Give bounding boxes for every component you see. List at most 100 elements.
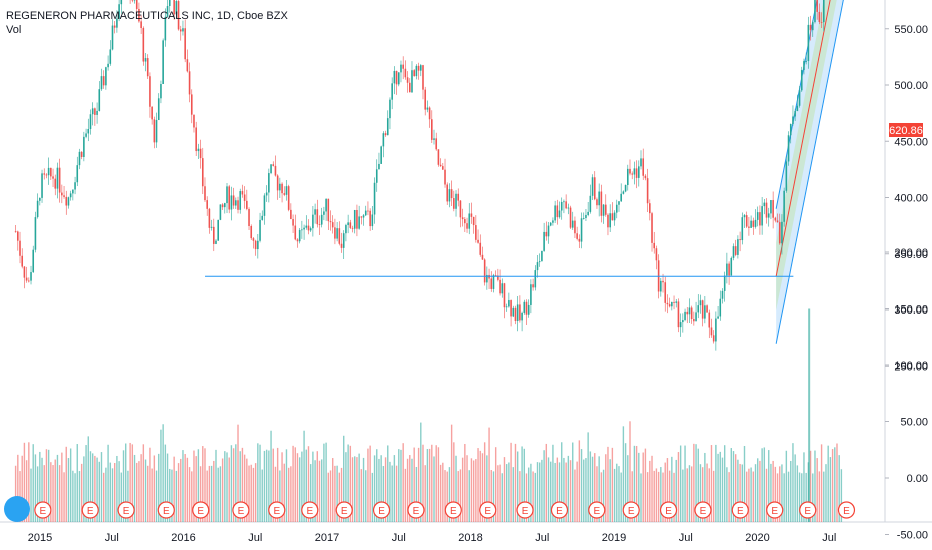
candle-body [580,218,583,242]
candle-body [494,275,497,276]
volume-bar [668,470,671,522]
volume-bar [831,449,834,522]
candle-body [358,216,360,229]
candle-body [76,165,79,183]
volume-bar [213,460,215,522]
volume-bar [803,452,805,522]
volume-bar [774,466,777,522]
candle-body [798,90,801,106]
price-tick-label: 350.00 [894,249,928,261]
candle-body [235,200,237,206]
earnings-marker[interactable]: E [34,501,52,519]
candle-body [739,239,741,241]
volume-bar [250,464,252,522]
volume-bar [437,447,440,522]
earnings-label: E [484,506,491,517]
candle-body [107,63,109,68]
candle-body [816,0,818,12]
earnings-marker[interactable]: E [837,501,856,519]
volume-bar [688,465,691,522]
earnings-marker[interactable]: E [766,501,784,519]
earnings-circle [81,501,99,519]
candle-body [393,70,396,84]
horizontal-lines[interactable] [0,0,885,277]
candle-body [162,40,164,84]
volume-bar [534,472,537,522]
volume-bar [816,458,818,522]
volume-bar [47,449,50,522]
earnings-marker[interactable]: E [444,501,462,519]
volume-bar [519,471,521,522]
time-axis[interactable]: 2015 Jul 2016 Jul 2017 Jul 2018 Jul 2019 Jul 2020 J… [28,532,837,544]
candle-body [563,201,565,203]
earnings-marker[interactable]: E [550,501,569,519]
earnings-marker[interactable]: E [117,501,135,519]
earnings-marker[interactable]: E [157,501,175,519]
earnings-marker[interactable]: E [192,501,210,519]
volume-bar [188,467,191,522]
volume-bar [693,443,695,522]
volume-bar [428,448,431,522]
earnings-marker[interactable]: E [232,501,250,519]
volume-bar [237,424,239,522]
price-axis[interactable]: 250.00 300.00 350.00 400.00 450.00 500.00 550.… [885,0,928,542]
volume-bar [459,469,462,522]
volume-bar [699,464,702,522]
earnings-marker[interactable]: E [268,501,286,519]
candle-body [510,300,512,317]
earnings-marker[interactable]: E [372,501,391,519]
candle-body [367,210,369,212]
earnings-marker[interactable]: E [479,501,497,519]
volume-bar [67,458,70,522]
earnings-marker[interactable]: E [659,501,678,519]
volume-bar [609,459,611,522]
last-price-badge: 620.86 [889,123,923,137]
candle-body [109,49,112,64]
earnings-marker[interactable]: E [622,501,640,519]
volume-bar [448,467,451,522]
volume-bar [488,427,490,522]
candle-body [468,213,471,229]
volume-bar [105,467,107,522]
volume-bar [384,457,387,522]
volume-bar [314,460,316,522]
earnings-marker[interactable]: E [301,501,319,519]
candle-body [512,307,515,317]
candle-body [666,302,669,305]
candle-body [406,77,409,83]
earnings-marker[interactable]: E [81,501,99,519]
candle-body [633,168,636,175]
earnings-circle [588,501,606,519]
volume-bar [734,454,737,522]
earnings-marker[interactable]: E [516,501,534,519]
volume-bar [768,450,770,522]
earnings-marker[interactable]: E [335,501,353,519]
volume-bar [41,457,43,522]
volume-bar [838,455,840,522]
candle-body [571,220,574,228]
earnings-marker[interactable]: E [588,501,606,519]
volume-bar [565,462,567,522]
volume-bar [371,472,374,522]
candle-body [435,138,438,150]
earnings-marker[interactable]: E [694,501,712,519]
price-tick-label: 450.00 [894,136,928,148]
volume-bar [226,452,228,522]
candle-body [305,225,308,228]
candle-body [748,226,750,228]
volume-bar [662,472,664,522]
tradingview-logo-icon[interactable] [4,496,30,522]
volume-bar [254,463,257,522]
volume-bar [272,448,274,522]
volume-bar [50,462,52,522]
volume-bar [232,448,235,522]
earnings-marker[interactable]: E [407,501,425,519]
earnings-marker[interactable]: E [799,501,817,519]
earnings-marker[interactable]: E [731,501,749,519]
candle-body [411,70,413,93]
volume-bar [561,442,563,522]
candle-body [807,24,810,62]
candle-body [479,242,482,255]
